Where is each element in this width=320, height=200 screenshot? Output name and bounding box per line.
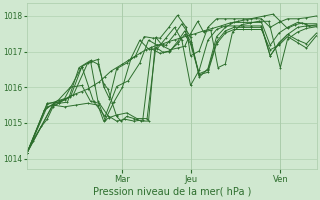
X-axis label: Pression niveau de la mer( hPa ): Pression niveau de la mer( hPa ) (92, 187, 251, 197)
